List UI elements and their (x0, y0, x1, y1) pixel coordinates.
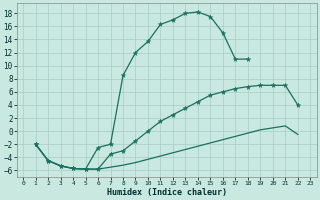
X-axis label: Humidex (Indice chaleur): Humidex (Indice chaleur) (107, 188, 227, 197)
